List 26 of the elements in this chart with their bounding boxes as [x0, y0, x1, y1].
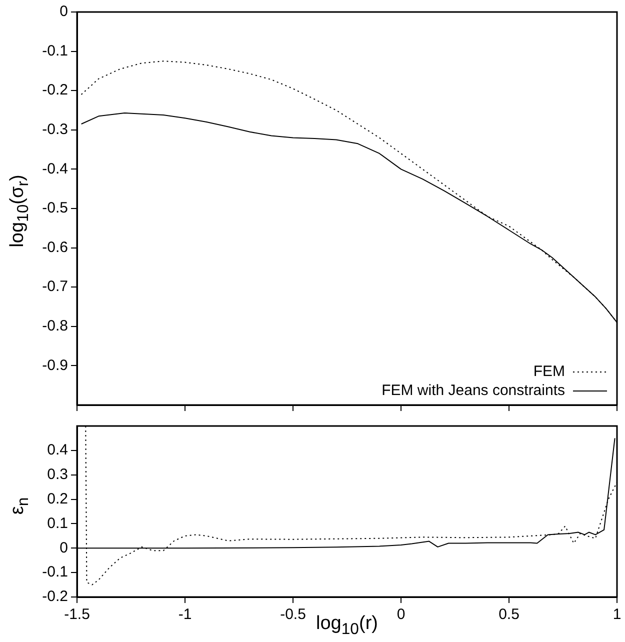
y-tick-label: 0.4 — [47, 442, 68, 459]
x-axis-title: log$_{10}$(r) — [316, 613, 378, 638]
x-tick-label: -1 — [178, 606, 192, 624]
y-tick-label: -0.6 — [42, 238, 68, 256]
y-tick-label: 0 — [60, 3, 68, 20]
x-tick-label: -1.5 — [64, 606, 90, 624]
y-tick-label: -0.8 — [42, 318, 68, 335]
y-tick-label: 0.2 — [47, 490, 68, 508]
legend-label: FEM with Jeans constraints — [382, 382, 565, 400]
y-tick-label: -0.7 — [42, 278, 68, 296]
y-tick-label: -0.2 — [42, 82, 68, 99]
x-tick-label: 0.5 — [498, 606, 520, 624]
x-tick-label: 1 — [612, 606, 622, 624]
y-tick-label: -0.9 — [42, 356, 68, 374]
legend-label: FEM — [533, 363, 565, 380]
y-tick-label: 0 — [60, 539, 68, 556]
y-tick-label: 0.1 — [47, 514, 68, 532]
y-tick-label: -0.1 — [42, 42, 68, 60]
y-tick-label: -0.3 — [42, 121, 68, 138]
y-tick-label: -0.5 — [42, 200, 68, 217]
x-tick-label: -0.5 — [280, 606, 306, 624]
x-tick-label: 0 — [396, 606, 406, 624]
y-tick-label: -0.1 — [42, 564, 68, 581]
y-tick-label: 0.3 — [47, 466, 68, 483]
y-tick-label: -0.2 — [42, 588, 68, 606]
y-tick-label: -0.4 — [42, 160, 68, 178]
